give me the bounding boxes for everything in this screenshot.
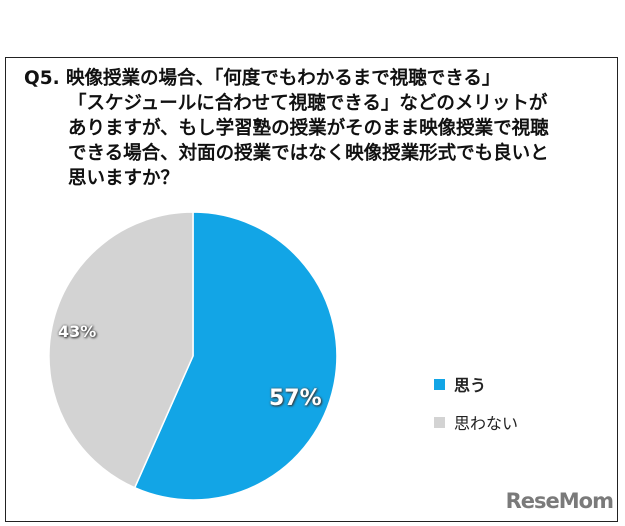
resemom-logo: ReseMom [505,489,614,513]
swatch-blue [434,378,445,390]
slice-omowanai [48,211,194,489]
swatch-gray [434,416,445,428]
slice-omou [133,211,338,501]
legend: 思う 思わない [434,374,518,450]
question-number: Q5. [24,68,60,89]
label-57: 57% [269,386,322,411]
label-43: 43% [58,322,97,341]
chart-frame [5,57,618,522]
legend-item-omou: 思う [434,374,518,395]
chart-title: Q5. 映像授業の場合、「何度でもわかるまで視聴できる」 「スケジュールに合わせて… [24,68,549,189]
legend-item-omowanai: 思わない [434,412,518,433]
